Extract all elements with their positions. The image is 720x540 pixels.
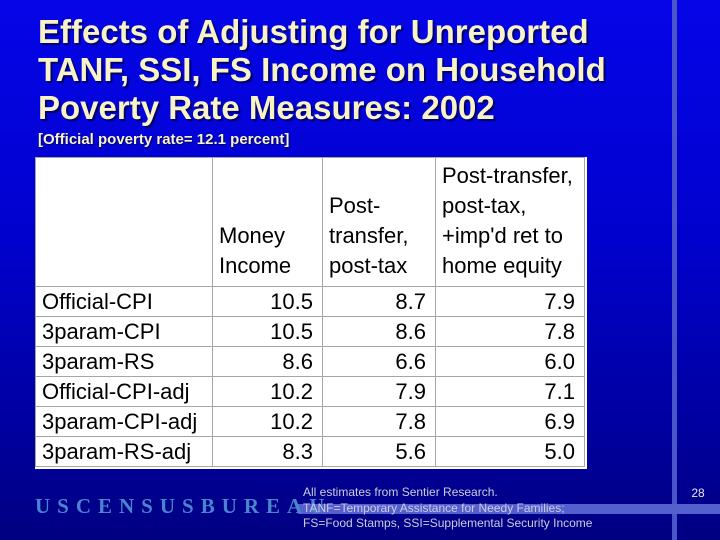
cell-value: 5.0 [435,436,585,467]
cell-value: 8.6 [212,346,323,377]
cell-value: 6.6 [322,346,436,377]
census-bureau-logo: USCENSUSBUREAU [35,494,332,518]
page-number: 28 [691,486,705,500]
header-cell-empty [35,157,213,287]
table-row: 3param-CPI 10.5 8.6 7.8 [35,316,585,347]
slide-title-line-3: Poverty Rate Measures: 2002 [38,89,495,126]
cell-value: 8.3 [212,436,323,467]
row-label: Official-CPI [35,286,213,317]
cell-value: 7.8 [435,316,585,347]
slide-subtitle: [Official poverty rate= 12.1 percent] [38,131,290,148]
row-label: 3param-CPI [35,316,213,347]
cell-value: 7.9 [322,376,436,407]
table-row: 3param-CPI-adj 10.2 7.8 6.9 [35,406,585,437]
row-label: 3param-CPI-adj [35,406,213,437]
cell-value: 10.2 [212,376,323,407]
slide-title-line-2: TANF, SSI, FS Income on Household [38,51,606,88]
horizontal-accent-stripe [298,504,720,514]
cell-value: 10.2 [212,406,323,437]
cell-value: 10.5 [212,286,323,317]
header-cell-money-income: Money Income [212,157,323,287]
header-cell-post-transfer-equity: Post-transfer, post-tax, +imp'd ret to h… [435,157,585,287]
cell-value: 5.6 [322,436,436,467]
cell-value: 8.7 [322,286,436,317]
poverty-rate-table: Money Income Post-transfer, post-tax Pos… [35,157,587,469]
title-block: Effects of Adjusting for Unreported TANF… [38,13,678,148]
footnote-line-1: All estimates from Sentier Research. [303,485,498,499]
cell-value: 7.1 [435,376,585,407]
row-label: 3param-RS-adj [35,436,213,467]
table-header-row: Money Income Post-transfer, post-tax Pos… [35,157,585,287]
table-row: Official-CPI-adj 10.2 7.9 7.1 [35,376,585,407]
header-cell-post-transfer: Post-transfer, post-tax [322,157,436,287]
footnote-line-2: TANF=Temporary Assistance for Needy Fami… [303,500,565,515]
footnote-block: All estimates from Sentier Research. TAN… [303,485,668,532]
slide-title-line-1: Effects of Adjusting for Unreported [38,13,589,50]
cell-value: 7.8 [322,406,436,437]
row-label: 3param-RS [35,346,213,377]
cell-value: 7.9 [435,286,585,317]
cell-value: 6.9 [435,406,585,437]
table-row: 3param-RS 8.6 6.6 6.0 [35,346,585,377]
row-label: Official-CPI-adj [35,376,213,407]
footnote-line-3: FS=Food Stamps, SSI=Supplemental Securit… [303,516,593,530]
table-row: Official-CPI 10.5 8.7 7.9 [35,286,585,317]
cell-value: 6.0 [435,346,585,377]
cell-value: 10.5 [212,316,323,347]
vertical-accent-line [672,0,677,540]
table-row: 3param-RS-adj 8.3 5.6 5.0 [35,436,585,467]
cell-value: 8.6 [322,316,436,347]
